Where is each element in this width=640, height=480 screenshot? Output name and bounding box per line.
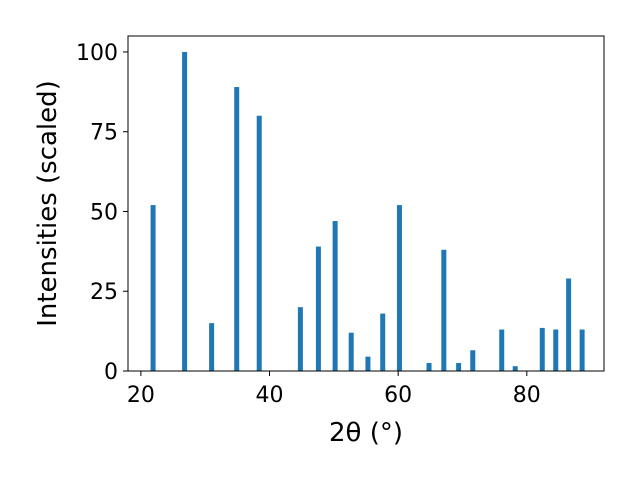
plot-frame [127,35,605,372]
bars-group [150,51,585,372]
bar [182,51,188,371]
bar [150,205,156,371]
y-tick-label: 25 [90,280,118,305]
bar [426,363,432,371]
bar [297,307,303,371]
bar [209,323,215,371]
bar [566,278,572,371]
bar [315,246,321,371]
x-tick-label: 20 [127,383,155,408]
x-tick-label: 60 [384,383,412,408]
x-axis-label: 2θ (°) [329,418,403,448]
bar [512,366,518,371]
y-tick-label: 0 [104,360,118,385]
y-tick-label: 100 [76,41,118,66]
x-axis-ticks: 20 40 60 80 [127,371,541,408]
bar [539,327,545,371]
bar [499,329,505,371]
bar [332,221,338,371]
bar [553,329,559,371]
bar [470,350,476,371]
bar [234,87,240,372]
bar [579,329,585,371]
bar [396,205,402,371]
y-tick-label: 75 [90,121,118,146]
bar [256,115,262,371]
bar [365,356,371,371]
y-tick-label: 50 [90,200,118,225]
y-axis-label: Intensities (scaled) [33,80,63,327]
y-axis-ticks: 0 25 50 75 100 [76,41,128,385]
bar [456,363,462,371]
bar [348,332,354,371]
bar [380,313,386,371]
bar [441,249,447,371]
x-tick-label: 40 [256,383,284,408]
x-tick-label: 80 [513,383,541,408]
